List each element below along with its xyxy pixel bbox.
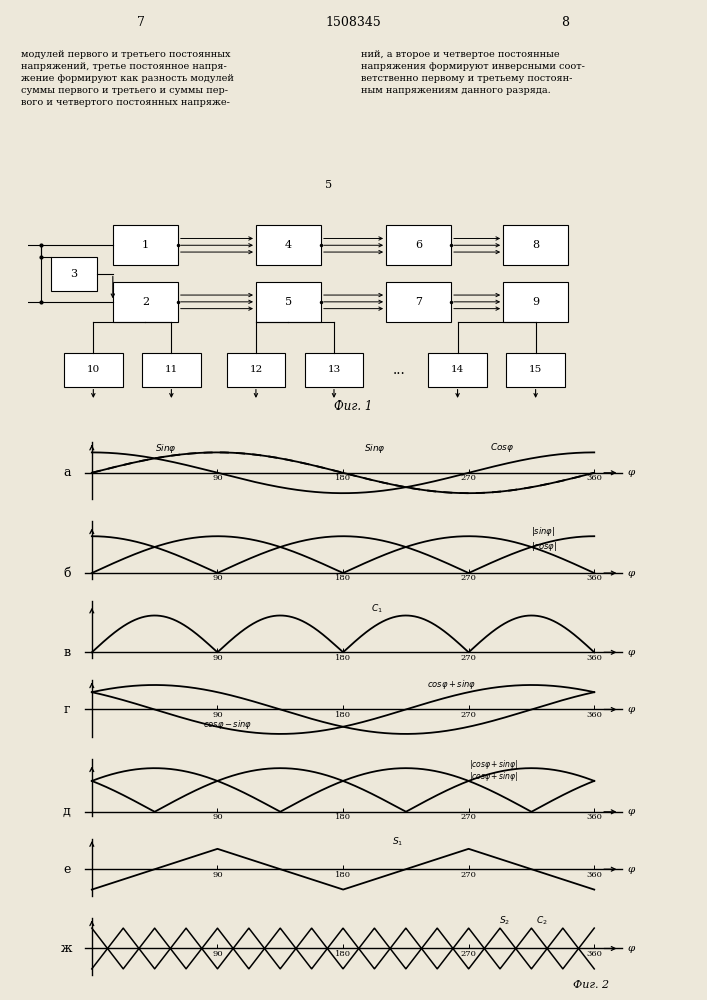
Text: 5: 5 xyxy=(285,297,292,307)
Text: $|cos\varphi+sin\varphi|$: $|cos\varphi+sin\varphi|$ xyxy=(469,770,518,783)
Text: а: а xyxy=(63,466,71,479)
Bar xyxy=(428,353,487,387)
Text: φ: φ xyxy=(628,468,635,477)
Text: 4: 4 xyxy=(285,240,292,250)
Bar xyxy=(113,225,178,265)
Text: $Sin\varphi$: $Sin\varphi$ xyxy=(155,442,176,455)
Bar xyxy=(506,353,565,387)
Text: 3: 3 xyxy=(70,269,77,279)
Text: ний, а второе и четвертое постоянные
напряжения формируют инверсными соот-
ветст: ний, а второе и четвертое постоянные нап… xyxy=(361,50,585,95)
Text: φ: φ xyxy=(628,807,635,816)
Text: б: б xyxy=(63,567,71,580)
Bar xyxy=(386,225,451,265)
Bar xyxy=(503,225,568,265)
Text: 9: 9 xyxy=(532,297,539,307)
Text: φ: φ xyxy=(628,569,635,578)
Text: 7: 7 xyxy=(137,16,146,29)
Text: 10: 10 xyxy=(87,365,100,374)
Bar xyxy=(386,282,451,322)
Text: модулей первого и третьего постоянных
напряжений, третье постоянное напря-
жение: модулей первого и третьего постоянных на… xyxy=(21,50,234,107)
Text: φ: φ xyxy=(628,865,635,874)
Text: д: д xyxy=(63,805,71,818)
Text: $cos\varphi-sin\varphi$: $cos\varphi-sin\varphi$ xyxy=(204,718,253,731)
Text: $|cos\varphi|$: $|cos\varphi|$ xyxy=(532,540,558,553)
Text: 1: 1 xyxy=(142,240,149,250)
Text: 7: 7 xyxy=(415,297,422,307)
Bar xyxy=(64,353,122,387)
Text: 2: 2 xyxy=(142,297,149,307)
Text: $|sin\varphi|$: $|sin\varphi|$ xyxy=(532,525,556,538)
Text: ж: ж xyxy=(61,942,72,955)
Text: $C_2$: $C_2$ xyxy=(536,914,547,927)
Text: в: в xyxy=(63,646,70,659)
Text: Фиг. 2: Фиг. 2 xyxy=(573,980,609,990)
Bar xyxy=(142,353,201,387)
Bar xyxy=(51,257,97,291)
Text: $Sin\varphi$: $Sin\varphi$ xyxy=(364,442,386,455)
Bar xyxy=(305,353,363,387)
Text: 8: 8 xyxy=(561,16,570,29)
Text: φ: φ xyxy=(628,705,635,714)
Text: 12: 12 xyxy=(250,365,262,374)
Text: 6: 6 xyxy=(415,240,422,250)
Text: 14: 14 xyxy=(451,365,464,374)
Text: φ: φ xyxy=(628,648,635,657)
Text: 5: 5 xyxy=(325,180,332,190)
Text: $S_2$: $S_2$ xyxy=(499,914,510,927)
Text: 15: 15 xyxy=(529,365,542,374)
Text: $|cos\varphi+sin\varphi|$: $|cos\varphi+sin\varphi|$ xyxy=(469,758,518,771)
Text: 1508345: 1508345 xyxy=(326,16,381,29)
Bar xyxy=(113,282,178,322)
Text: $Cos\varphi$: $Cos\varphi$ xyxy=(489,441,514,454)
Bar xyxy=(227,353,285,387)
Text: ...: ... xyxy=(392,363,405,377)
Text: φ: φ xyxy=(628,944,635,953)
Text: 8: 8 xyxy=(532,240,539,250)
Text: $C_1$: $C_1$ xyxy=(371,603,382,615)
Text: г: г xyxy=(64,703,70,716)
Bar xyxy=(503,282,568,322)
Bar xyxy=(256,225,321,265)
Bar xyxy=(256,282,321,322)
Text: 11: 11 xyxy=(165,365,178,374)
Text: $cos\varphi+sin\varphi$: $cos\varphi+sin\varphi$ xyxy=(427,678,476,691)
Text: е: е xyxy=(63,863,71,876)
Text: $S_1$: $S_1$ xyxy=(392,836,403,848)
Text: Фиг. 1: Фиг. 1 xyxy=(334,400,373,413)
Text: 13: 13 xyxy=(327,365,341,374)
